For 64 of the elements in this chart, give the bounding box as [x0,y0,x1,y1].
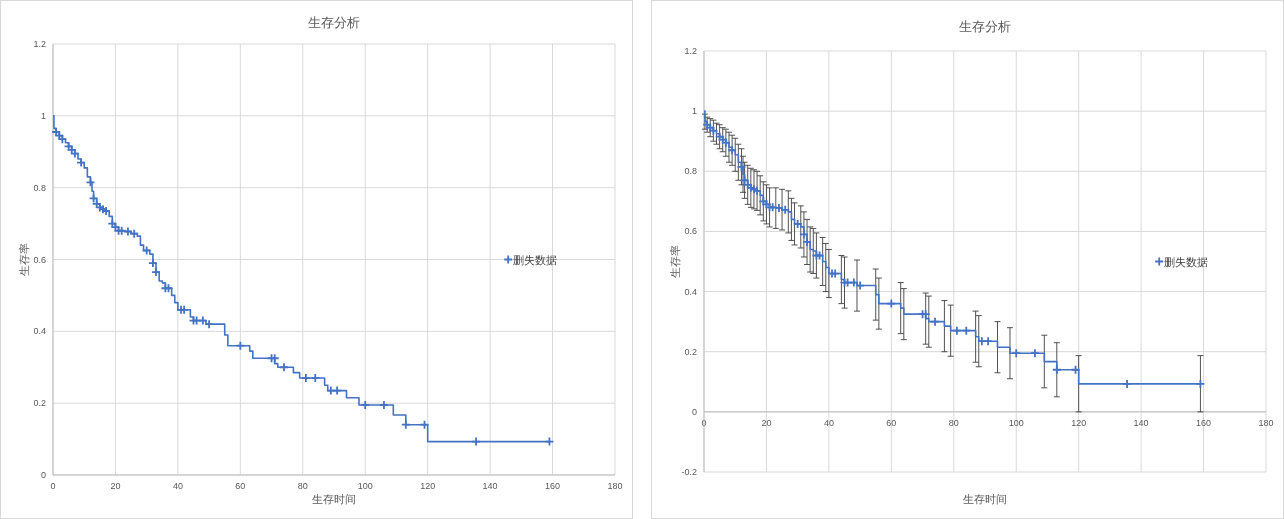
y-tick-label: 0.6 [684,226,697,237]
legend-label: 删失数据 [1164,255,1209,268]
point [983,336,994,347]
x-tick-label: 180 [1258,417,1274,428]
point [930,316,940,327]
x-tick-label: 140 [1133,417,1149,428]
y-tick-label: 0.6 [33,254,46,265]
point [148,258,158,268]
x-axis-title: 生存时间 [963,493,1007,505]
point [310,373,321,383]
x-tick-label: 160 [545,481,561,491]
x-tick-label: 120 [1071,417,1087,428]
x-tick-label: 100 [357,481,373,491]
x-tick-label: 20 [110,481,121,491]
point [400,419,411,430]
point [1011,348,1022,359]
y-tick-label: 0 [691,406,697,417]
x-tick-label: 20 [761,417,772,428]
legend: 删失数据 [1154,255,1209,268]
point [360,400,371,410]
x-axis-title: 生存时间 [312,493,356,505]
x-tick-label: 60 [886,417,897,428]
y-tick-label: 0.8 [33,182,46,193]
x-tick-label: 120 [420,481,436,491]
x-tick-label: 80 [297,481,308,491]
x-tick-label: 140 [482,481,498,491]
y-axis-title: 生存率 [18,243,30,276]
chart-title: 生存分析 [959,19,1011,34]
y-tick-label: 0.4 [33,326,46,337]
point [151,267,161,277]
y-tick-label: 0 [40,470,46,480]
y-axis-title: 生存率 [669,245,681,278]
y-tick-label: 1.2 [33,39,46,49]
y-tick-label: 1.2 [684,46,697,56]
point [301,373,311,383]
point [279,362,289,373]
x-tick-label: 100 [1008,417,1024,428]
point [792,219,803,229]
y-tick-label: 0.2 [33,398,46,409]
chart-title: 生存分析 [308,15,360,30]
x-tick-label: 60 [235,481,246,491]
point [886,298,897,309]
legend-label: 删失数据 [513,253,558,266]
y-tick-label: 0.8 [684,166,697,177]
x-tick-label: 40 [172,481,183,491]
x-tick-label: 180 [607,481,623,491]
x-tick-label: 160 [1196,417,1212,428]
x-tick-label: 40 [823,417,834,428]
y-tick-label: -0.2 [681,467,697,477]
y-tick-label: 1 [691,106,697,117]
point [57,134,68,145]
point [235,340,246,351]
point [379,400,389,410]
x-tick-label: 80 [948,417,959,428]
y-tick-label: 0.2 [684,346,697,357]
x-tick-label: 0 [50,481,56,491]
y-tick-label: 1 [40,110,46,121]
point [961,325,972,336]
point [1051,364,1062,375]
y-tick-label: 0.4 [684,286,697,297]
x-tick-label: 0 [701,417,707,428]
point [727,145,737,156]
legend: 删失数据 [503,253,558,266]
point [952,325,962,336]
